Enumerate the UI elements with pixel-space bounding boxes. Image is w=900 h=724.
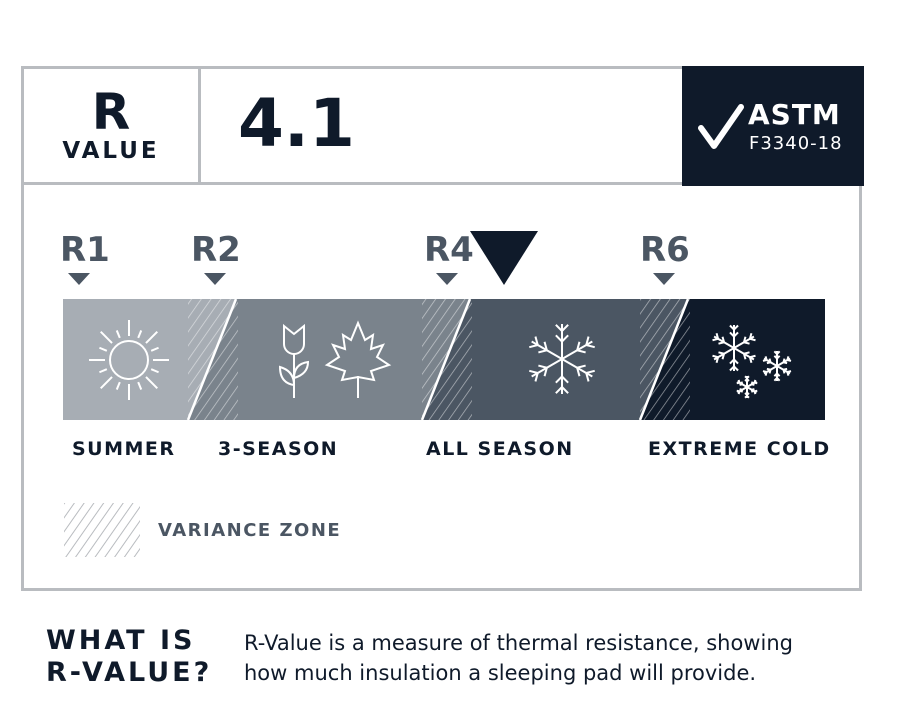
marker-arrow-icon	[436, 273, 458, 285]
current-value-indicator-icon	[470, 231, 538, 285]
r-letter: R	[91, 83, 131, 141]
marker-r4: R4	[424, 230, 474, 270]
marker-r6: R6	[640, 230, 690, 270]
segment-all-season	[472, 299, 640, 420]
marker-arrow-icon	[653, 273, 675, 285]
divider	[21, 182, 683, 185]
marker-arrow-icon	[68, 273, 90, 285]
snowflake-icon	[529, 324, 595, 394]
marker-arrow-icon	[204, 273, 226, 285]
infographic-frame	[21, 66, 862, 591]
footer-heading: WHAT IS R-VALUE?	[46, 625, 212, 689]
astm-title: ASTM	[748, 98, 841, 131]
marker-r2: R2	[191, 230, 241, 270]
sun-icon	[89, 320, 169, 400]
snowflake-icon	[762, 350, 792, 382]
snowflake-icon	[736, 375, 758, 399]
description-line: R-Value is a measure of thermal resistan…	[244, 631, 793, 655]
segment-summer	[63, 299, 188, 420]
astm-badge: ASTM F3340-18	[682, 66, 864, 186]
segment-extreme-cold	[690, 299, 825, 420]
astm-standard: F3340-18	[749, 133, 843, 154]
label-all-season: ALL SEASON	[426, 438, 574, 460]
heading-line: WHAT IS	[46, 625, 196, 656]
label-3-season: 3-SEASON	[218, 438, 339, 460]
segment-3-season	[238, 299, 422, 420]
snowflake-icon	[712, 324, 756, 372]
label-extreme-cold: EXTREME COLD	[648, 438, 831, 460]
footer-description: R-Value is a measure of thermal resistan…	[244, 628, 793, 688]
value-label: VALUE	[62, 138, 160, 164]
flower-leaf-icon	[278, 320, 392, 398]
heading-line: R-VALUE?	[46, 657, 213, 688]
marker-r1: R1	[60, 230, 110, 270]
variance-zone-label: VARIANCE ZONE	[158, 520, 342, 541]
description-line: how much insulation a sleeping pad will …	[244, 661, 757, 685]
r-value-number: 4.1	[238, 85, 355, 162]
checkmark-icon	[698, 104, 744, 149]
divider	[198, 66, 201, 184]
variance-zone-swatch	[64, 503, 140, 557]
label-summer: SUMMER	[72, 438, 176, 460]
